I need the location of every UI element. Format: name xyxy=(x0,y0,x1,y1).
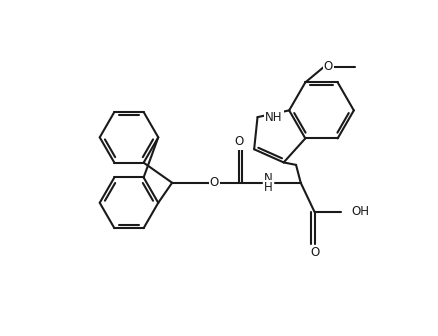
Text: O: O xyxy=(310,246,319,259)
Text: O: O xyxy=(324,60,333,74)
Text: H: H xyxy=(264,181,273,194)
Text: O: O xyxy=(234,135,244,149)
Text: NH: NH xyxy=(265,111,283,124)
Text: OH: OH xyxy=(352,206,370,218)
Text: O: O xyxy=(210,176,219,189)
Text: N: N xyxy=(264,172,273,185)
